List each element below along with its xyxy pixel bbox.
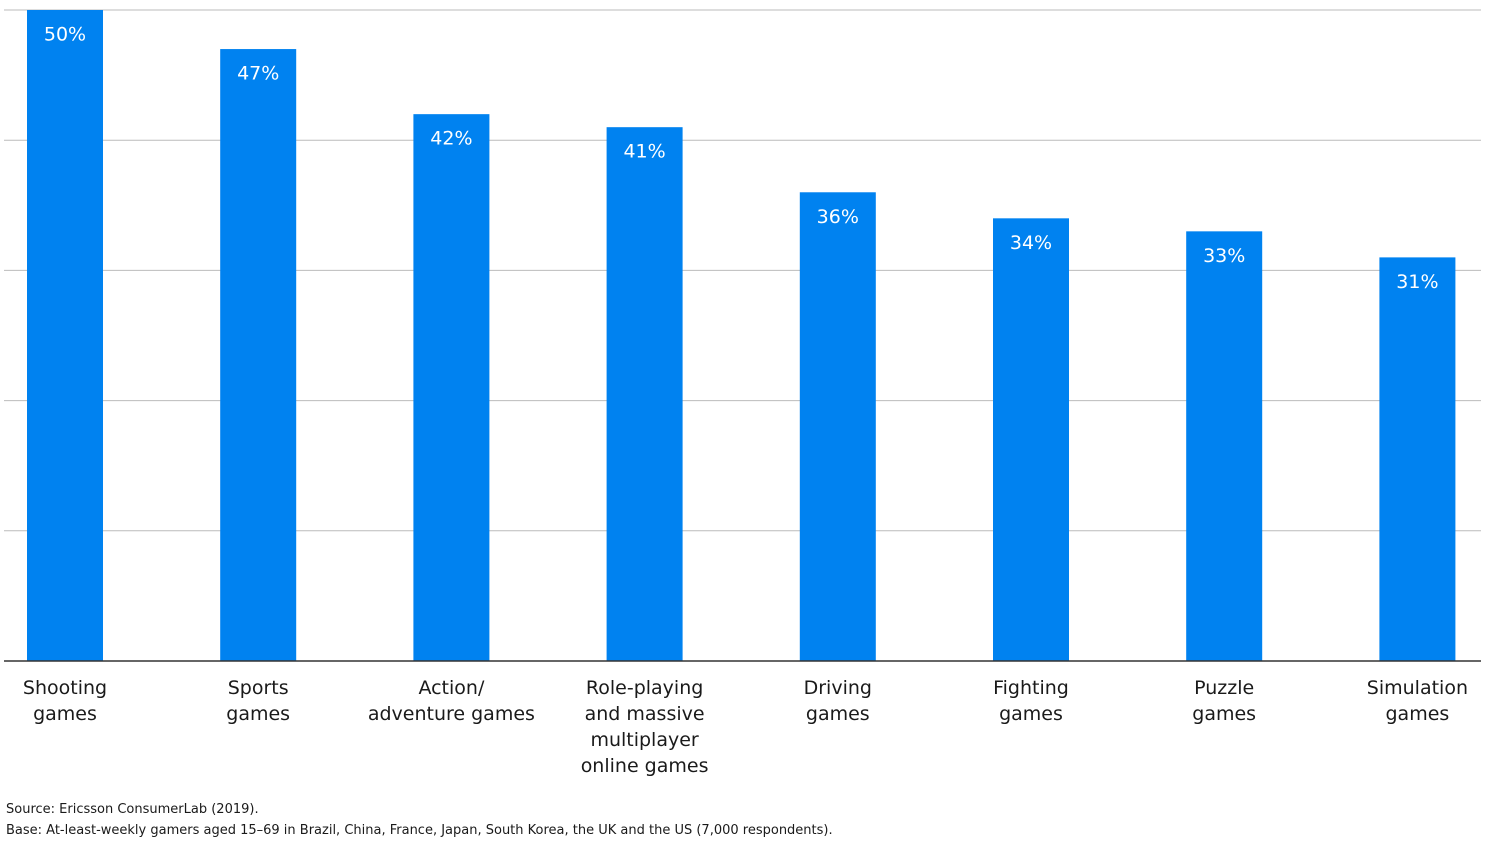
x-tick-label: Shooting games bbox=[22, 677, 108, 725]
x-tick-label: Driving games bbox=[803, 677, 872, 725]
bar bbox=[799, 192, 876, 661]
value-label: 36% bbox=[817, 206, 859, 228]
x-tick-label: Role-playing and massive multiplayer onl… bbox=[580, 677, 709, 777]
value-label: 41% bbox=[623, 141, 665, 163]
bar bbox=[413, 114, 490, 661]
value-label: 50% bbox=[44, 24, 86, 46]
bar bbox=[27, 10, 103, 661]
x-tick-label: Sports games bbox=[226, 677, 291, 725]
value-label: 31% bbox=[1396, 271, 1438, 293]
x-tick-label: Fighting games bbox=[993, 677, 1069, 725]
bar bbox=[606, 127, 683, 662]
bar bbox=[993, 218, 1069, 661]
bar bbox=[1186, 231, 1263, 661]
value-label: 33% bbox=[1203, 245, 1245, 267]
base-note: Base: At-least-weekly gamers aged 15–69 … bbox=[6, 823, 833, 838]
value-label: 47% bbox=[237, 63, 279, 85]
value-label: 34% bbox=[1010, 232, 1052, 254]
x-tick-label: Action/ adventure games bbox=[367, 677, 535, 725]
value-label: 42% bbox=[430, 128, 472, 150]
bar bbox=[220, 49, 297, 662]
source-note: Source: Ericsson ConsumerLab (2019). bbox=[6, 802, 259, 817]
x-tick-label: Puzzle games bbox=[1192, 677, 1257, 725]
x-tick-label: Simulation games bbox=[1366, 677, 1468, 725]
bar bbox=[1379, 257, 1456, 661]
